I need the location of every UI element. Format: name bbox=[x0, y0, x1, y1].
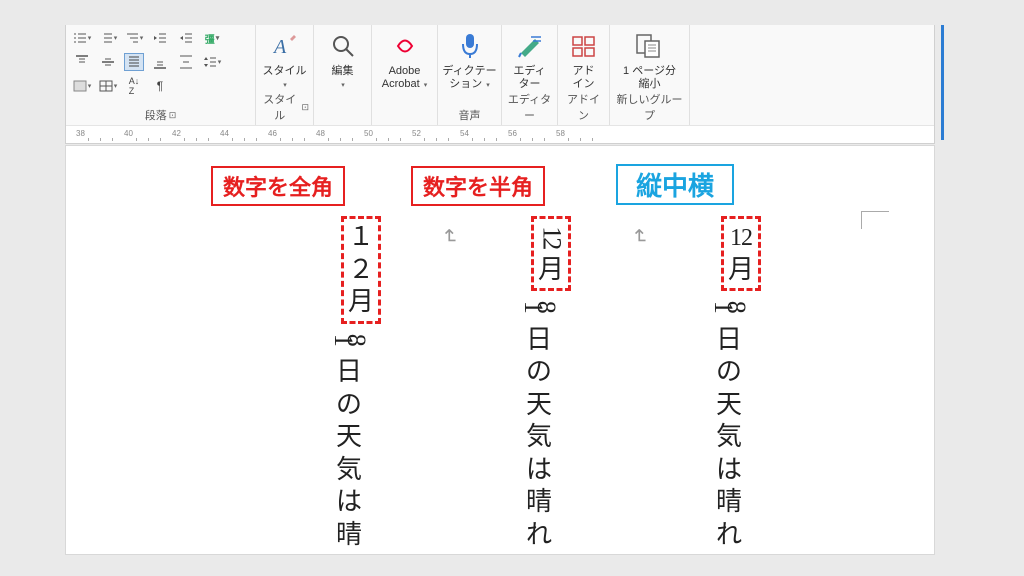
text-char: 月 bbox=[728, 254, 754, 287]
text-char: 日 bbox=[526, 325, 552, 354]
paragraph-mark-icon: ↵ bbox=[627, 228, 652, 245]
text-char: の bbox=[716, 357, 742, 386]
ribbon-container: ▾ ▾ ▾ 彊▾ ▾ ▾ ▾ A↓Z ¶ 段落 bbox=[65, 25, 935, 144]
distribute-icon[interactable] bbox=[176, 53, 196, 71]
highlight-box: １２月 bbox=[341, 216, 381, 324]
editing-button[interactable]: 編集▾ bbox=[314, 25, 372, 125]
dictation-group-label: 音声 bbox=[459, 107, 481, 123]
text-char: 8 bbox=[529, 301, 562, 314]
text-char: 気 bbox=[716, 422, 742, 451]
sort-icon[interactable]: A↓Z bbox=[124, 77, 144, 95]
text-char: 気 bbox=[336, 455, 362, 484]
zoom-group-label: 新しいグループ bbox=[614, 91, 685, 123]
text-direction-icon[interactable]: 彊▾ bbox=[202, 29, 222, 47]
acrobat-label: Adobe Acrobat bbox=[382, 65, 421, 90]
text-char: 月 bbox=[348, 286, 374, 319]
style-label: スタイル bbox=[263, 65, 307, 77]
text-char: れ bbox=[716, 520, 742, 549]
text-char: れ bbox=[526, 520, 552, 549]
text-char: は bbox=[526, 455, 552, 484]
svg-text:A: A bbox=[272, 36, 287, 58]
addin-group-label: アドイン bbox=[562, 91, 605, 123]
ruler[interactable]: 3840424446485052545658 bbox=[66, 125, 934, 143]
list-bullet-icon[interactable]: ▾ bbox=[72, 29, 92, 47]
highlight-box: 12月 bbox=[721, 216, 761, 291]
paragraph-mark-icon: ↵ bbox=[437, 228, 462, 245]
indent-increase-icon[interactable] bbox=[176, 29, 196, 47]
text-column-hankaku: 12月 18日の天気は晴れ bbox=[526, 216, 576, 551]
style-group-label: スタイル bbox=[260, 91, 299, 123]
editor-group-label: エディター bbox=[506, 91, 553, 123]
align-bottom-icon[interactable] bbox=[150, 53, 170, 71]
page-corner-mark bbox=[861, 201, 889, 229]
style-button[interactable]: A スタイル▾ スタイル ⊡ bbox=[256, 25, 314, 125]
text-char: 気 bbox=[526, 422, 552, 451]
text-char: 8 bbox=[339, 333, 372, 346]
list-multilevel-icon[interactable]: ▾ bbox=[124, 29, 144, 47]
dictation-button[interactable]: ディクテー ション ▾ 音声 bbox=[438, 25, 502, 125]
paragraph-dialog-launcher[interactable]: ⊡ bbox=[169, 110, 177, 121]
addin-button[interactable]: アド イン アドイン bbox=[558, 25, 610, 125]
line-spacing-icon[interactable]: ▾ bbox=[202, 53, 222, 71]
text-char: は bbox=[716, 455, 742, 484]
style-dialog-launcher[interactable]: ⊡ bbox=[301, 102, 309, 113]
text-char: 8 bbox=[719, 301, 752, 314]
text-char: 天 bbox=[716, 390, 742, 419]
text-char: の bbox=[336, 390, 362, 419]
align-justify-icon[interactable] bbox=[124, 53, 144, 71]
text-char: は bbox=[336, 487, 362, 516]
text-char: 晴 bbox=[716, 487, 742, 516]
align-middle-icon[interactable] bbox=[98, 53, 118, 71]
text-tatechuyoko: 12 bbox=[730, 221, 752, 254]
list-number-icon[interactable]: ▾ bbox=[98, 29, 118, 47]
text-char: 天 bbox=[526, 390, 552, 419]
text-char: ２ bbox=[348, 254, 374, 287]
annotation-zenkaku: 数字を全角 bbox=[211, 166, 345, 206]
text-char: 晴 bbox=[336, 520, 362, 549]
text-column-zenkaku: １２月 18日の天気は晴れ bbox=[336, 216, 386, 555]
align-top-icon[interactable] bbox=[72, 53, 92, 71]
text-char: 12 bbox=[535, 226, 568, 248]
annotation-hankaku: 数字を半角 bbox=[411, 166, 545, 206]
shading-icon[interactable]: ▾ bbox=[72, 77, 92, 95]
show-marks-icon[interactable]: ¶ bbox=[150, 77, 170, 95]
text-char: 日 bbox=[336, 357, 362, 386]
text-column-tatechuyoko: 12月 18日の天気は晴れ bbox=[716, 216, 766, 551]
acrobat-button[interactable]: Adobe Acrobat ▾ bbox=[372, 25, 438, 125]
addin-label: アド イン bbox=[573, 65, 595, 90]
indent-decrease-icon[interactable] bbox=[150, 29, 170, 47]
text-char: １ bbox=[348, 221, 374, 254]
editing-label: 編集 bbox=[332, 65, 354, 77]
paragraph-group: ▾ ▾ ▾ 彊▾ ▾ ▾ ▾ A↓Z ¶ 段落 bbox=[66, 25, 256, 125]
annotation-tatechuyoko: 縦中横 bbox=[616, 164, 734, 205]
text-char: 天 bbox=[336, 422, 362, 451]
editor-button[interactable]: エディ ター エディター bbox=[502, 25, 558, 125]
borders-icon[interactable]: ▾ bbox=[98, 77, 118, 95]
text-char: 月 bbox=[538, 254, 564, 287]
text-char: 日 bbox=[716, 325, 742, 354]
text-char: 晴 bbox=[526, 487, 552, 516]
zoom-label: 1 ページ分 縮小 bbox=[623, 65, 676, 90]
editor-label: エディ ター bbox=[513, 65, 545, 90]
document-page: 数字を全角 数字を半角 縦中横 ↵ ↵ １２月 18日の天気は晴れ 12月 18… bbox=[65, 145, 935, 555]
zoom-shrink-button[interactable]: 1 ページ分 縮小 新しいグループ bbox=[610, 25, 690, 125]
text-char: れ bbox=[336, 552, 362, 555]
highlight-box: 12 月 bbox=[531, 216, 571, 291]
ribbon: ▾ ▾ ▾ 彊▾ ▾ ▾ ▾ A↓Z ¶ 段落 bbox=[66, 25, 934, 125]
paragraph-group-label: 段落 bbox=[145, 107, 167, 123]
text-char: の bbox=[526, 357, 552, 386]
